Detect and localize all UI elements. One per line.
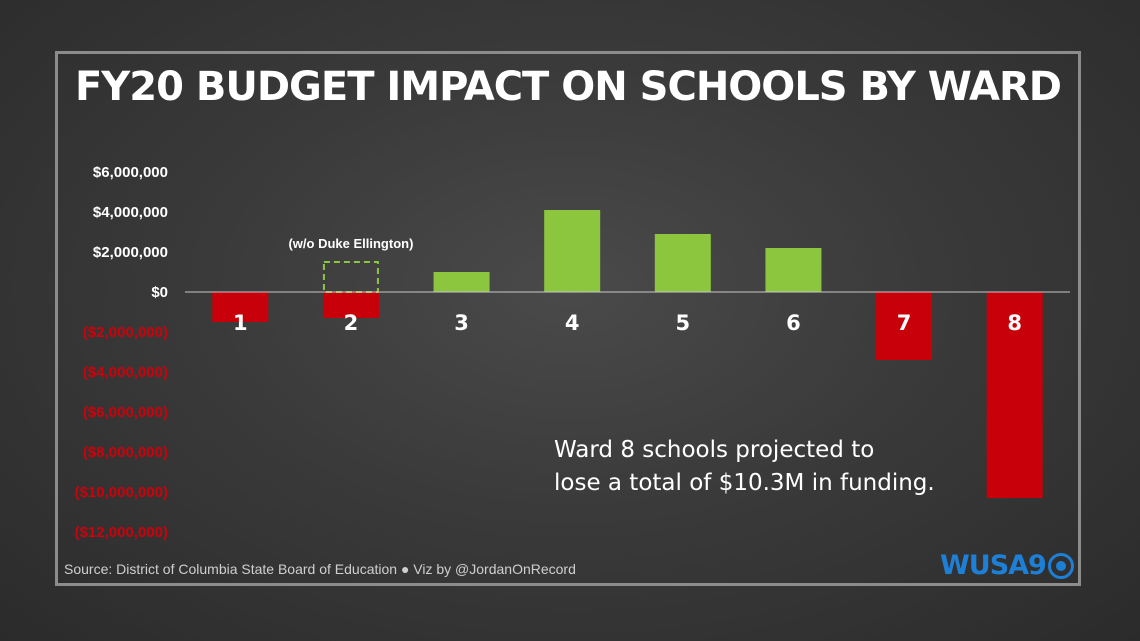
bar-ward-8: [986, 292, 1043, 498]
source-credit: Source: District of Columbia State Board…: [64, 561, 576, 577]
x-tick-label: 1: [233, 311, 248, 335]
y-tick-label: ($2,000,000): [83, 324, 168, 341]
x-tick-label: 3: [454, 311, 469, 335]
logo-text: WUSA9: [940, 549, 1047, 581]
logo-ring-icon: [1047, 553, 1074, 579]
annotation-label: (w/o Duke Ellington): [288, 236, 413, 251]
callout-line-2: lose a total of $10.3M in funding.: [554, 470, 935, 496]
y-tick-label: $6,000,000: [93, 164, 168, 181]
x-tick-label: 7: [897, 311, 912, 335]
y-tick-label: $0: [151, 284, 168, 301]
bar-ward-3: [433, 272, 490, 292]
y-tick-label: ($10,000,000): [75, 484, 168, 501]
chart-title: FY20 BUDGET IMPACT ON SCHOOLS BY WARD: [74, 64, 1062, 110]
callout-text: Ward 8 schools projected to lose a total…: [554, 434, 935, 500]
bar-ward-7: [876, 292, 933, 360]
y-tick-label: ($8,000,000): [83, 444, 168, 461]
x-tick-label: 8: [1007, 311, 1022, 335]
x-tick-label: 4: [565, 311, 580, 335]
x-tick-label: 5: [676, 311, 691, 335]
y-tick-label: $4,000,000: [93, 204, 168, 221]
y-tick-label: $2,000,000: [93, 244, 168, 261]
chart-frame: [55, 51, 1081, 586]
callout-line-1: Ward 8 schools projected to: [554, 437, 875, 463]
x-tick-label: 2: [344, 311, 359, 335]
wusa9-logo: WUSA9: [940, 549, 1074, 581]
bar-ward-4: [544, 210, 601, 292]
y-tick-label: ($12,000,000): [75, 524, 168, 541]
bar-ward-5: [654, 234, 711, 292]
bar-ward-2: [322, 292, 379, 318]
x-tick-label: 6: [786, 311, 801, 335]
y-tick-label: ($4,000,000): [83, 364, 168, 381]
bar-ward-1: [212, 292, 269, 322]
annotation-dashed-bar: [322, 261, 379, 293]
y-tick-label: ($6,000,000): [83, 404, 168, 421]
bar-ward-6: [765, 248, 822, 292]
